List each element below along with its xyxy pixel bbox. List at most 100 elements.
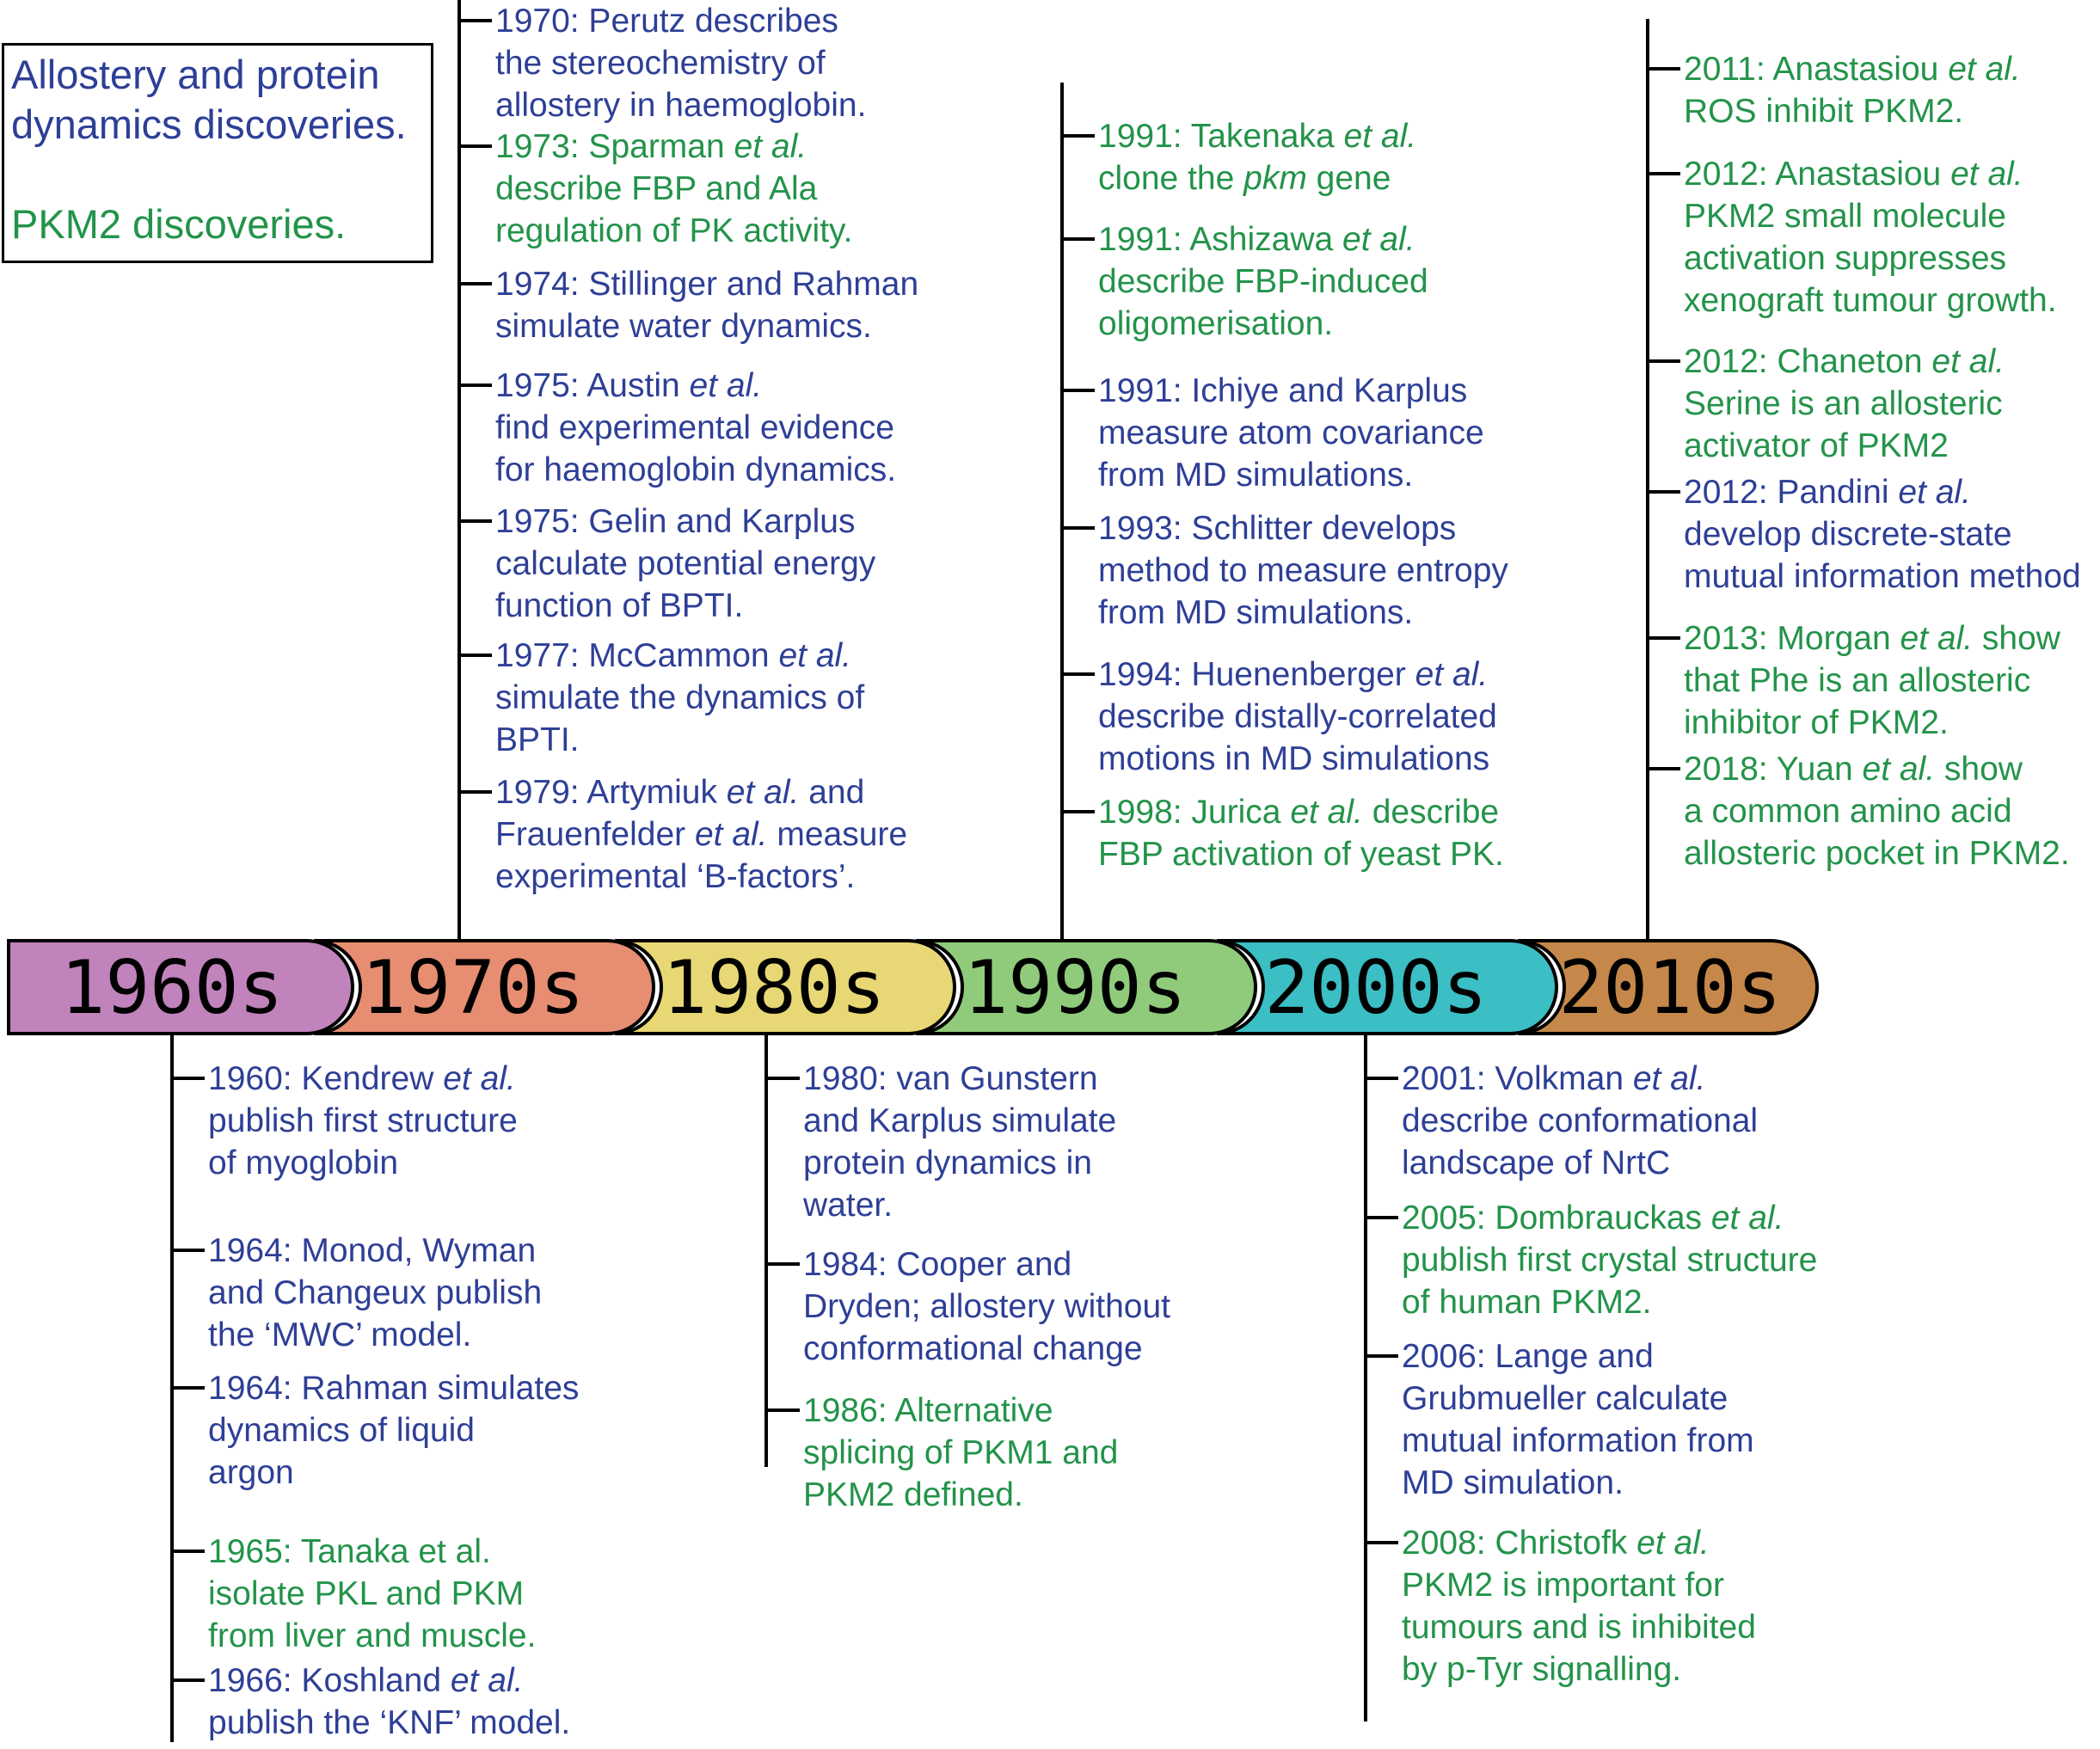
event-line: 1966: Koshland et al. [208,1660,570,1702]
event-text: 2008: Christofk [1402,1525,1637,1562]
event-line: ROS inhibit PKM2. [1684,90,2021,132]
event-line: activation suppresses [1684,237,2057,279]
event-1960s-1: 1964: Monod, Wyman and Changeux publish th… [170,1230,542,1356]
event-1990s-4: 1994: Huenenberger et al. describe distal… [1060,654,1497,780]
event-text: Frauenfelder [495,816,695,853]
timeline-tick [1060,526,1095,530]
legend-blue-line: Allostery and protein [11,52,380,97]
event-text: 1965: Tanaka et al. [208,1533,491,1570]
event-line: xenograft tumour growth. [1684,279,2057,322]
event-text: et al. [726,774,800,811]
event-line: Frauenfelder et al. measure [495,813,907,856]
event-text: et al. [1636,1525,1710,1562]
event-text: Serine is an allosteric [1684,385,2003,422]
event-1970s-4: 1975: Gelin and Karplus calculate potenti… [457,500,875,627]
event-line: clone the pkm gene [1098,157,1416,199]
decade-label-2000s: 2000s [1265,945,1488,1031]
event-2000s-1: 2005: Dombrauckas et al. publish first cr… [1364,1197,1817,1323]
event-line: allosteric pocket in PKM2. [1684,832,2070,874]
event-line: from MD simulations. [1098,454,1484,496]
timeline-tick [1364,1216,1398,1219]
event-line: splicing of PKM1 and [803,1432,1118,1474]
event-line: 1973: Sparman et al. [495,126,852,168]
event-2010s-2: 2012: Chaneton et al. Serine is an allost… [1646,341,2005,467]
timeline-tick [1060,134,1095,138]
event-line: MD simulation. [1402,1462,1754,1504]
event-text: 2013: Morgan [1684,620,1900,657]
event-text: 1991: Takenaka [1098,118,1344,155]
event-text: motions in MD simulations [1098,740,1490,777]
timeline-tick [457,19,492,22]
event-line: by p-Tyr signalling. [1402,1648,1756,1691]
event-line: Dryden; allostery without [803,1286,1170,1328]
timeline-tick [765,1077,800,1080]
event-line: 1965: Tanaka et al. [208,1531,536,1573]
event-text: from MD simulations. [1098,457,1414,494]
event-text: 1991: Ichiye and Karplus [1098,372,1468,409]
legend-green-text: PKM2 discoveries. [11,201,347,247]
timeline-tick [170,1678,205,1682]
event-text: find experimental evidence [495,409,894,446]
event-text: activation suppresses [1684,240,2007,277]
decade-timeline-bar: 1960s 1970s 1980s 1990s 2000s 2010s [7,939,1819,1035]
event-line: 2001: Volkman et al. [1402,1058,1758,1100]
event-line: BPTI. [495,719,864,761]
event-1990s-0: 1991: Takenaka et al. clone the pkm gene [1060,115,1417,199]
event-line: for haemoglobin dynamics. [495,449,896,491]
event-1980s-1: 1984: Cooper and Dryden; allostery withou… [765,1243,1170,1370]
event-text: et al. [1343,118,1417,155]
event-text: simulate the dynamics of [495,679,865,716]
event-line: that Phe is an allosteric [1684,660,2060,702]
event-line: regulation of PK activity. [495,210,852,252]
timeline-tick [457,282,492,285]
event-text: 1984: Cooper and [803,1246,1072,1283]
stem-2010s [1646,19,1649,939]
event-line: PKM2 defined. [803,1474,1118,1516]
event-line: 2006: Lange and [1402,1335,1754,1378]
event-1970s-0: 1970: Perutz describes the stereochemistr… [457,0,866,126]
event-text: 1991: Ashizawa [1098,221,1343,258]
event-line: of human PKM2. [1402,1281,1817,1323]
event-text: mutual information method [1684,558,2081,595]
event-line: a common amino acid [1684,790,2070,832]
decade-segment-1960s [7,939,354,1035]
event-text: 1975: Austin [495,367,690,404]
legend-blue-text: Allostery and protein dynamics discoveri… [11,50,431,150]
event-line: 1994: Huenenberger et al. [1098,654,1497,696]
event-line: dynamics of liquid [208,1409,579,1451]
event-line: describe distally-correlated [1098,696,1497,738]
timeline-tick [1060,672,1095,676]
event-line: landscape of NrtC [1402,1142,1758,1184]
event-text: 2018: Yuan [1684,751,1863,788]
event-text: for haemoglobin dynamics. [495,451,897,488]
event-text: 1977: McCammon [495,637,779,674]
event-2010s-3: 2012: Pandini et al. develop discrete-sta… [1646,471,2081,598]
timeline-tick [457,519,492,523]
event-text: measure [767,816,908,853]
event-text: activator of PKM2 [1684,427,1949,464]
timeline-tick [1646,767,1680,770]
event-text: et al. [1948,51,2021,88]
timeline-tick [765,1262,800,1266]
event-text: the ‘MWC’ model. [208,1316,472,1353]
event-1970s-6: 1979: Artymiuk et al. and Frauenfelder et… [457,771,907,898]
event-text: measure atom covariance [1098,414,1484,451]
event-text: et al. [1950,156,2023,193]
event-line: 1991: Ashizawa et al. [1098,218,1428,261]
event-1990s-1: 1991: Ashizawa et al. describe FBP-induce… [1060,218,1428,345]
event-text: BPTI. [495,721,580,758]
event-line: 1980: van Gunstern [803,1058,1116,1100]
event-2010s-5: 2018: Yuan et al. show a common amino aci… [1646,748,2070,874]
event-text: 1970: Perutz describes [495,3,838,40]
event-line: 2012: Pandini et al. [1684,471,2081,513]
event-line: 2008: Christofk et al. [1402,1522,1756,1564]
event-text: 1975: Gelin and Karplus [495,503,856,540]
event-text: et al. [443,1060,516,1097]
event-line: 2013: Morgan et al. show [1684,617,2060,660]
event-text: 1979: Artymiuk [495,774,727,811]
event-text: method to measure entropy [1098,552,1508,589]
event-text: 2005: Dombrauckas [1402,1200,1711,1237]
event-text: of myoglobin [208,1145,399,1181]
event-text: describe FBP-induced [1098,263,1428,300]
event-text: the stereochemistry of [495,45,826,82]
